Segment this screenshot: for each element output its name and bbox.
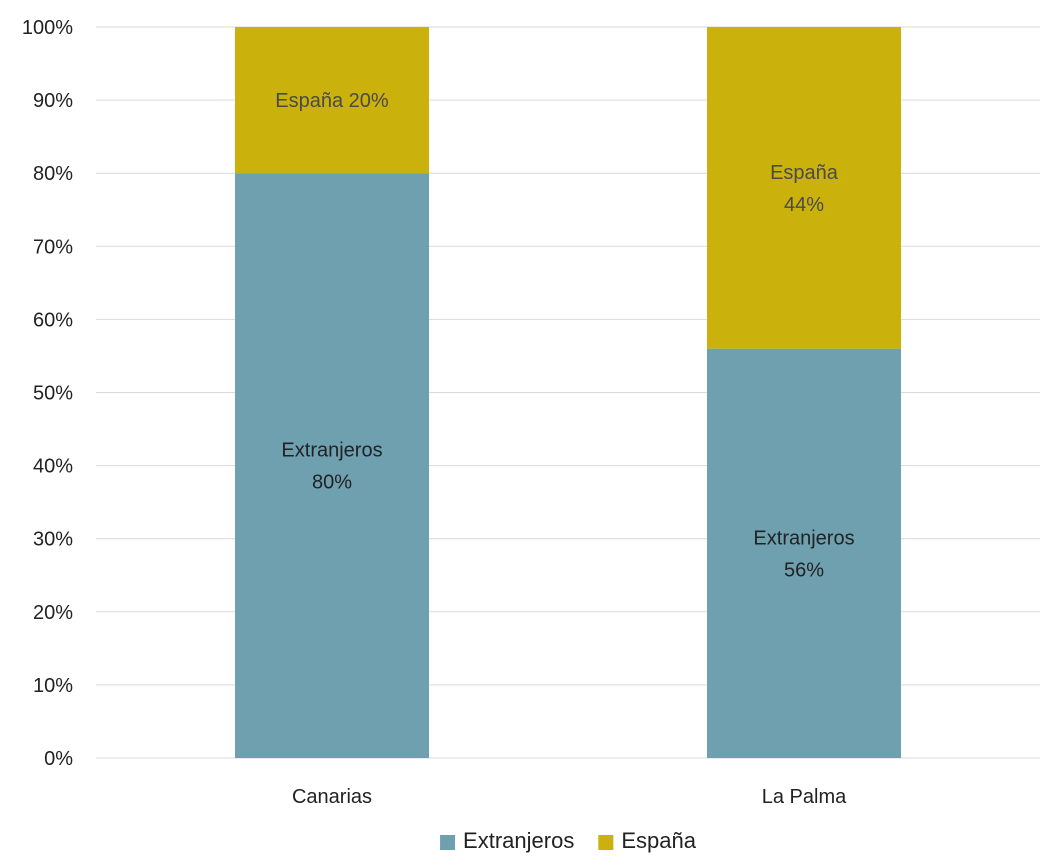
legend-label: España bbox=[621, 828, 696, 853]
y-tick-label: 70% bbox=[33, 236, 73, 258]
data-labels: Extranjeros 80% España 20% Extranjeros 56% Es… bbox=[275, 90, 854, 581]
y-axis: 0% 10% 20% 30% 40% 50% 60% 70% 80% 90% 100% bbox=[22, 17, 73, 770]
bar-segment bbox=[235, 173, 429, 758]
legend: Extranjeros España bbox=[440, 828, 697, 853]
data-label: España 44% bbox=[770, 162, 839, 216]
bar-segment bbox=[235, 27, 429, 174]
x-tick-label: La Palma bbox=[762, 786, 847, 808]
y-tick-label: 90% bbox=[33, 90, 73, 112]
x-tick-label: Canarias bbox=[292, 786, 372, 808]
y-tick-label: 30% bbox=[33, 529, 73, 551]
data-label: Extranjeros 56% bbox=[753, 527, 854, 581]
y-tick-label: 20% bbox=[33, 602, 73, 624]
legend-item: Extranjeros bbox=[440, 828, 574, 853]
y-tick-label: 100% bbox=[22, 17, 73, 39]
legend-swatch bbox=[598, 835, 614, 850]
data-label: España 20% bbox=[275, 90, 389, 112]
x-axis: Canarias La Palma bbox=[292, 786, 847, 808]
y-tick-label: 0% bbox=[44, 748, 73, 770]
y-tick-label: 40% bbox=[33, 456, 73, 478]
y-tick-label: 60% bbox=[33, 309, 73, 331]
legend-item: España bbox=[598, 828, 697, 853]
y-tick-label: 10% bbox=[33, 675, 73, 697]
y-tick-label: 50% bbox=[33, 383, 73, 405]
y-tick-label: 80% bbox=[33, 163, 73, 185]
legend-swatch bbox=[440, 835, 456, 850]
bars bbox=[235, 27, 901, 758]
data-label: Extranjeros 80% bbox=[281, 440, 382, 494]
bar-segment bbox=[707, 27, 901, 349]
bar-segment bbox=[707, 348, 901, 758]
legend-label: Extranjeros bbox=[463, 828, 574, 853]
